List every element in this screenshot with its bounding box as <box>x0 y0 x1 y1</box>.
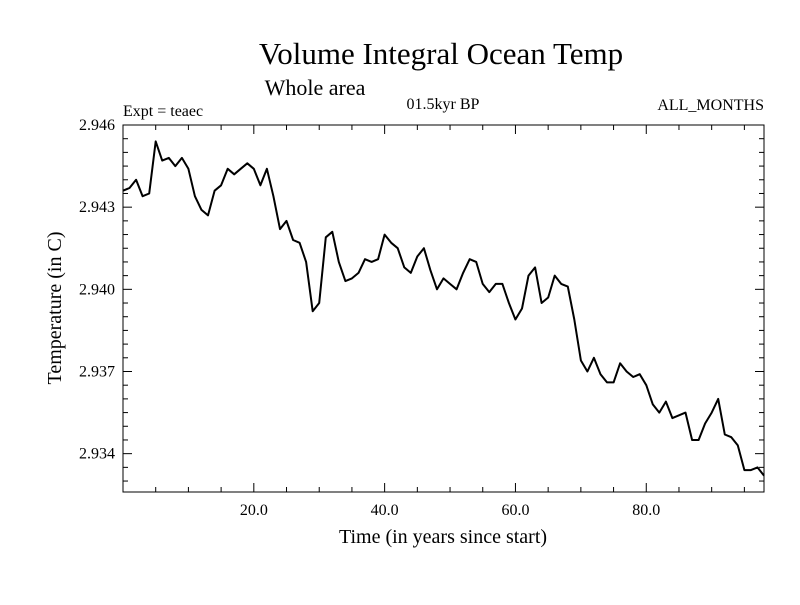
period-label: 01.5kyr BP <box>407 96 480 113</box>
y-tick-label: 2.943 <box>79 199 115 216</box>
y-axis: 2.934 2.937 2.940 2.943 2.946 <box>79 117 764 482</box>
temperature-series-line <box>122 140 765 477</box>
x-axis-label: Time (in years since start) <box>339 526 547 548</box>
experiment-label: Expt = teaec <box>123 103 203 120</box>
months-label: ALL_MONTHS <box>657 97 764 114</box>
x-axis: 20.0 40.0 60.0 80.0 <box>155 125 745 519</box>
chart-title: Volume Integral Ocean Temp <box>259 36 623 71</box>
x-tick-label: 80.0 <box>632 502 660 519</box>
x-tick-label: 60.0 <box>501 502 529 519</box>
y-tick-label: 2.946 <box>79 117 115 134</box>
x-tick-label: 40.0 <box>371 502 399 519</box>
y-axis-label: Temperature (in C) <box>44 232 66 385</box>
x-tick-label: 20.0 <box>240 502 268 519</box>
y-tick-label: 2.934 <box>79 446 115 463</box>
y-tick-label: 2.940 <box>79 281 115 298</box>
plot-frame <box>122 124 765 493</box>
y-tick-label: 2.937 <box>79 363 115 380</box>
chart-subtitle: Whole area <box>265 75 366 100</box>
